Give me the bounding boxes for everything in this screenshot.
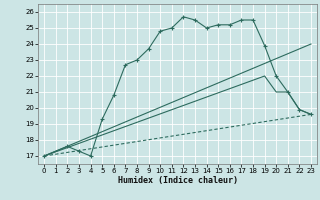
- X-axis label: Humidex (Indice chaleur): Humidex (Indice chaleur): [118, 176, 238, 185]
